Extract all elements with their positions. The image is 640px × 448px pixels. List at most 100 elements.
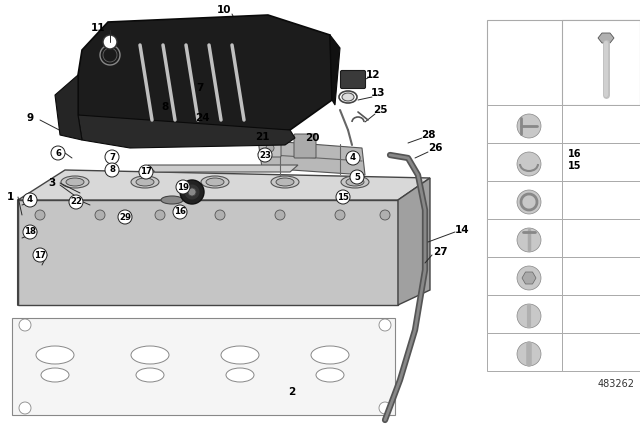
Bar bbox=[487, 181, 562, 219]
Polygon shape bbox=[78, 15, 332, 135]
Ellipse shape bbox=[66, 178, 84, 186]
Circle shape bbox=[100, 45, 120, 65]
Bar bbox=[487, 20, 640, 330]
Text: 29: 29 bbox=[488, 106, 502, 116]
Circle shape bbox=[188, 188, 196, 196]
Text: 29: 29 bbox=[119, 212, 131, 221]
Circle shape bbox=[103, 48, 117, 62]
Text: 15: 15 bbox=[337, 193, 349, 202]
Polygon shape bbox=[18, 200, 398, 305]
Text: 16: 16 bbox=[174, 207, 186, 216]
Text: 14: 14 bbox=[454, 225, 469, 235]
Circle shape bbox=[51, 146, 65, 160]
Ellipse shape bbox=[201, 176, 229, 188]
Circle shape bbox=[173, 205, 187, 219]
Ellipse shape bbox=[341, 176, 369, 188]
Text: 18: 18 bbox=[24, 228, 36, 237]
Bar bbox=[562, 20, 640, 105]
Text: 10: 10 bbox=[563, 182, 577, 192]
Text: 24: 24 bbox=[195, 113, 209, 123]
Text: 19: 19 bbox=[488, 296, 502, 306]
Circle shape bbox=[199, 119, 215, 135]
Circle shape bbox=[105, 150, 119, 164]
Text: 1: 1 bbox=[6, 192, 13, 202]
Circle shape bbox=[350, 170, 364, 184]
Circle shape bbox=[379, 319, 391, 331]
Ellipse shape bbox=[271, 176, 299, 188]
Circle shape bbox=[517, 114, 541, 138]
Text: 23: 23 bbox=[259, 151, 271, 159]
Ellipse shape bbox=[131, 346, 169, 364]
Bar bbox=[562, 181, 640, 219]
FancyBboxPatch shape bbox=[269, 137, 281, 157]
Circle shape bbox=[23, 193, 37, 207]
Text: 26: 26 bbox=[428, 143, 442, 153]
Text: 2: 2 bbox=[289, 387, 296, 397]
Ellipse shape bbox=[206, 178, 224, 186]
Text: 17: 17 bbox=[34, 250, 46, 259]
Text: 6: 6 bbox=[55, 148, 61, 158]
Text: 8: 8 bbox=[566, 220, 573, 230]
Text: 11: 11 bbox=[91, 23, 105, 33]
Text: 13: 13 bbox=[371, 88, 385, 98]
Text: 10: 10 bbox=[217, 5, 231, 15]
Text: 7: 7 bbox=[196, 83, 204, 93]
Circle shape bbox=[379, 402, 391, 414]
Polygon shape bbox=[398, 178, 430, 305]
Circle shape bbox=[266, 144, 274, 152]
FancyBboxPatch shape bbox=[294, 134, 316, 158]
Bar bbox=[562, 257, 640, 295]
Ellipse shape bbox=[61, 176, 89, 188]
Ellipse shape bbox=[311, 346, 349, 364]
Polygon shape bbox=[78, 115, 295, 148]
Text: 16
15: 16 15 bbox=[568, 149, 582, 171]
Bar bbox=[487, 105, 562, 143]
Circle shape bbox=[19, 319, 31, 331]
Ellipse shape bbox=[221, 346, 259, 364]
Text: 23: 23 bbox=[488, 220, 502, 230]
Text: 5: 5 bbox=[566, 296, 573, 306]
Text: 12: 12 bbox=[365, 70, 380, 80]
Text: 28: 28 bbox=[420, 130, 435, 140]
Circle shape bbox=[69, 195, 83, 209]
Ellipse shape bbox=[276, 178, 294, 186]
Bar bbox=[487, 219, 562, 257]
Text: 5: 5 bbox=[354, 172, 360, 181]
Ellipse shape bbox=[136, 368, 164, 382]
Ellipse shape bbox=[226, 368, 254, 382]
Polygon shape bbox=[148, 165, 298, 172]
Circle shape bbox=[517, 152, 541, 176]
Text: 27: 27 bbox=[488, 182, 502, 192]
Circle shape bbox=[33, 248, 47, 262]
Circle shape bbox=[517, 228, 541, 252]
Circle shape bbox=[139, 165, 153, 179]
Bar bbox=[562, 219, 640, 257]
Text: 7: 7 bbox=[566, 258, 573, 268]
Ellipse shape bbox=[316, 368, 344, 382]
Circle shape bbox=[19, 402, 31, 414]
Text: 8: 8 bbox=[109, 165, 115, 175]
Ellipse shape bbox=[131, 176, 159, 188]
Text: 17: 17 bbox=[560, 21, 573, 31]
Circle shape bbox=[335, 210, 345, 220]
Bar bbox=[487, 295, 562, 333]
Polygon shape bbox=[258, 140, 365, 175]
Circle shape bbox=[215, 210, 225, 220]
Ellipse shape bbox=[342, 93, 354, 101]
Polygon shape bbox=[12, 318, 395, 415]
Circle shape bbox=[258, 148, 272, 162]
Polygon shape bbox=[55, 75, 82, 140]
Text: 9: 9 bbox=[26, 113, 33, 123]
Circle shape bbox=[103, 35, 117, 49]
Ellipse shape bbox=[36, 346, 74, 364]
Circle shape bbox=[180, 180, 204, 204]
Polygon shape bbox=[330, 35, 340, 105]
Text: 27: 27 bbox=[433, 247, 447, 257]
Bar bbox=[562, 105, 640, 143]
Circle shape bbox=[118, 210, 132, 224]
Ellipse shape bbox=[41, 368, 69, 382]
Text: 4: 4 bbox=[566, 334, 573, 344]
Ellipse shape bbox=[346, 178, 364, 186]
Circle shape bbox=[517, 304, 541, 328]
Text: 25: 25 bbox=[372, 105, 387, 115]
